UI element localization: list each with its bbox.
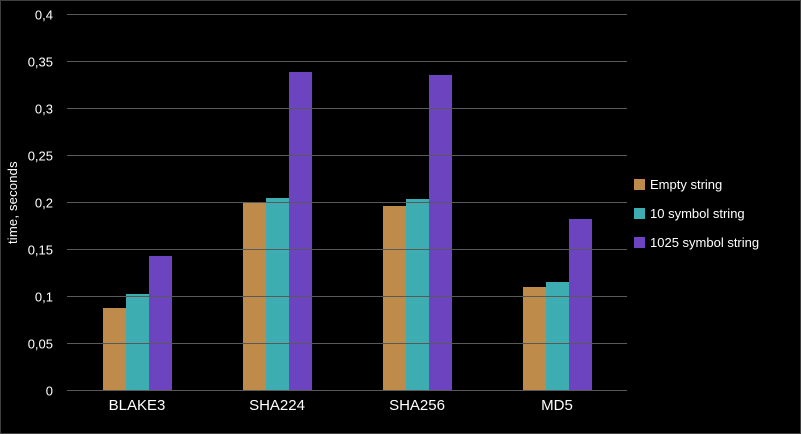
- x-category-label-sha256: SHA256: [389, 397, 445, 414]
- legend-item-10-symbol-string: 10 symbol string: [634, 206, 759, 221]
- y-tick-label: 0,05: [27, 336, 53, 352]
- y-tick-label: 0,35: [27, 54, 53, 70]
- gridline: [67, 202, 627, 203]
- x-axis-category-labels: BLAKE3 SHA224 SHA256 MD5: [67, 397, 627, 414]
- y-tick-label: 0,3: [34, 101, 53, 117]
- bar-sha256-empty-string: [382, 205, 406, 391]
- legend-swatch-icon: [634, 237, 645, 248]
- legend-item-empty-string: Empty string: [634, 177, 759, 192]
- bar-sha224-empty-string: [242, 203, 266, 391]
- bar-groups: [67, 15, 627, 391]
- legend-label: Empty string: [650, 177, 723, 192]
- y-tick-label: 0: [45, 383, 53, 399]
- bar-group-md5: [487, 15, 627, 391]
- gridline: [67, 61, 627, 62]
- gridline: [67, 390, 627, 391]
- gridline: [67, 108, 627, 109]
- legend: Empty string 10 symbol string 1025 symbol …: [634, 177, 759, 250]
- gridline: [67, 155, 627, 156]
- legend-swatch-icon: [634, 208, 645, 219]
- plot-area: [67, 14, 627, 391]
- bar-group-sha256: [347, 15, 487, 391]
- bar-md5-empty-string: [522, 286, 546, 391]
- bar-md5-1025-symbol-string: [568, 218, 592, 391]
- bar-blake3-empty-string: [102, 308, 126, 391]
- x-category-label-blake3: BLAKE3: [108, 397, 166, 414]
- legend-swatch-icon: [634, 179, 645, 190]
- bar-md5-10-symbol-string: [545, 281, 569, 391]
- bar-blake3-10-symbol-string: [125, 294, 149, 391]
- gridline: [67, 296, 627, 297]
- gridline: [67, 14, 627, 15]
- legend-item-1025-symbol-string: 1025 symbol string: [634, 235, 759, 250]
- y-axis-tick-labels: 0 0,05 0,1 0,15 0,2 0,25 0,3 0,35 0,4: [1, 8, 61, 399]
- y-tick-label: 0,25: [27, 148, 53, 164]
- y-tick-label: 0,1: [34, 289, 53, 305]
- legend-label: 1025 symbol string: [650, 235, 760, 250]
- x-category-label-md5: MD5: [541, 397, 573, 414]
- bar-group-sha224: [207, 15, 347, 391]
- bar-sha224-1025-symbol-string: [288, 72, 312, 391]
- gridline: [67, 249, 627, 250]
- bar-sha256-1025-symbol-string: [428, 75, 452, 391]
- bar-group-blake3: [67, 15, 207, 391]
- x-category-label-sha224: SHA224: [249, 397, 305, 414]
- legend-label: 10 symbol string: [650, 206, 745, 221]
- bar-sha224-10-symbol-string: [265, 198, 289, 391]
- bar-blake3-1025-symbol-string: [148, 255, 172, 391]
- gridline: [67, 343, 627, 344]
- y-tick-label: 0,15: [27, 242, 53, 258]
- y-tick-label: 0,2: [34, 195, 53, 211]
- y-tick-label: 0,4: [34, 7, 53, 23]
